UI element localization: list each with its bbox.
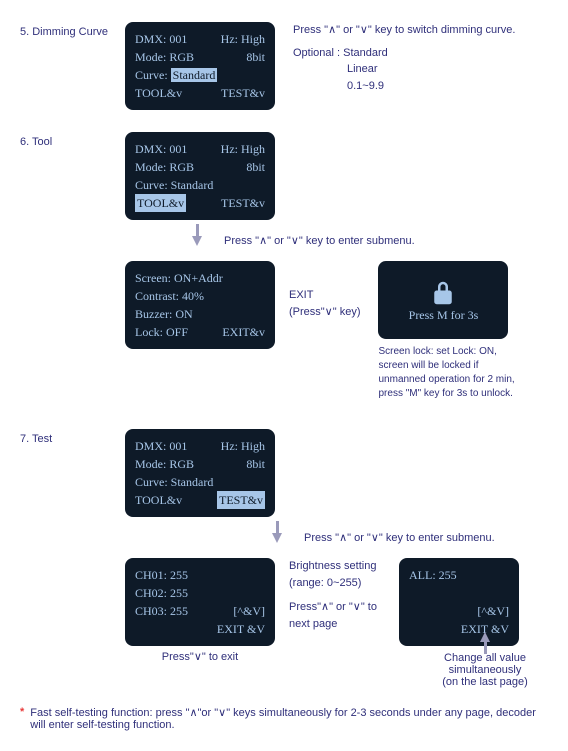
lcd-bit: 8bit <box>246 158 265 176</box>
lcd-test-all: ALL: 255 [^&V] EXIT &V <box>399 558 519 646</box>
enter-sub-text: Press "∧" or "∨" key to enter submenu. <box>224 234 415 247</box>
lock-text: Press M for 3s <box>409 308 479 323</box>
lcd-tool: TOOL&v <box>135 491 182 509</box>
tool-lock: Lock: OFF <box>135 323 188 341</box>
enter-sub-text-2: Press "∧" or "∨" key to enter submenu. <box>304 531 495 544</box>
lcd-tool: TOOL&v <box>135 84 182 102</box>
dim-line1: Press "∧" or "∨" key to switch dimming c… <box>293 22 515 39</box>
ch02: CH02: 255 <box>135 584 265 602</box>
dim-line3: Linear <box>293 61 515 78</box>
tool-buzzer: Buzzer: ON <box>135 305 265 323</box>
lcd-dimming: DMX: 001 Hz: High Mode: RGB 8bit Curve: St… <box>125 22 275 110</box>
up-arrow-icon <box>480 632 490 642</box>
tool-exit: EXIT&v <box>222 323 265 341</box>
step-6-tool: 6. Tool DMX: 001 Hz: High Mode: RGB 8bit C… <box>20 132 548 220</box>
ch03: CH03: 255 <box>135 602 188 620</box>
step-6-label: 6. Tool <box>20 132 125 148</box>
test-captions: Press"∨" to exit Change all value simult… <box>125 650 548 688</box>
lcd-tool-sub: Screen: ON+Addr Contrast: 40% Buzzer: ON… <box>125 261 275 349</box>
dim-line4: 0.1~9.9 <box>293 78 515 95</box>
lcd-bit: 8bit <box>246 48 265 66</box>
changeall: Change all value simultaneously (on the … <box>425 652 545 688</box>
lcd-curve-full: Curve: Standard <box>135 473 265 491</box>
lcd-curve-label: Curve: <box>135 68 168 82</box>
lock-note: Screen lock: set Lock: ON, screen will b… <box>378 345 518 401</box>
lcd-dmx: DMX: 001 <box>135 30 187 48</box>
exit-l1: EXIT <box>289 287 360 304</box>
lcd-test: TEST&v <box>221 84 265 102</box>
dimming-desc: Press "∧" or "∨" key to switch dimming c… <box>293 22 515 94</box>
footer-text: Fast self-testing function: press "∧"or … <box>30 706 548 731</box>
all255: ALL: 255 <box>409 566 509 584</box>
tool-screen: Screen: ON+Addr <box>135 269 265 287</box>
lcd-hz: Hz: High <box>221 140 265 158</box>
step-7-test: 7. Test DMX: 001 Hz: High Mode: RGB 8bit C… <box>20 429 548 517</box>
asterisk-icon: * <box>20 706 24 718</box>
lock-icon <box>428 278 458 308</box>
lcd-mode: Mode: RGB <box>135 48 194 66</box>
lcd-test-screen: DMX: 001 Hz: High Mode: RGB 8bit Curve: St… <box>125 429 275 517</box>
exit-caption: Press"∨" to exit <box>125 650 275 688</box>
lcd-dmx: DMX: 001 <box>135 437 187 455</box>
lcd-hz: Hz: High <box>221 437 265 455</box>
lcd-tool-highlight: TOOL&v <box>135 194 186 212</box>
step-5-label: 5. Dimming Curve <box>20 22 125 38</box>
lcd-hz: Hz: High <box>221 30 265 48</box>
ch01: CH01: 255 <box>135 566 265 584</box>
exitv2: EXIT &V <box>409 620 509 638</box>
exit-l2: (Press"∨" key) <box>289 304 360 321</box>
bright-desc: Brightness setting (range: 0~255) Press"… <box>289 558 389 632</box>
lcd-test: TEST&v <box>221 194 265 212</box>
tool-submenu-row: Screen: ON+Addr Contrast: 40% Buzzer: ON… <box>125 261 548 401</box>
step-5-dimming: 5. Dimming Curve DMX: 001 Hz: High Mode: … <box>20 22 548 110</box>
lcd-mode: Mode: RGB <box>135 455 194 473</box>
bright2: Press"∧" or "∨" to next page <box>289 599 389 632</box>
down-arrow-icon <box>272 533 282 543</box>
lcd-bit: 8bit <box>246 455 265 473</box>
lcd-curve-full: Curve: Standard <box>135 176 265 194</box>
lock-col: Press M for 3s Screen lock: set Lock: ON… <box>378 261 518 401</box>
footer-note: * Fast self-testing function: press "∧"o… <box>20 706 548 731</box>
exit-desc: EXIT (Press"∨" key) <box>289 261 360 320</box>
lcd-lock-panel: Press M for 3s <box>378 261 508 339</box>
changeall-col: Change all value simultaneously (on the … <box>425 650 545 688</box>
dim-line2: Optional : Standard <box>293 45 515 62</box>
arrow-to-tool-sub: Press "∧" or "∨" key to enter submenu. <box>192 234 548 247</box>
step-7-label: 7. Test <box>20 429 125 445</box>
lcd-dmx: DMX: 001 <box>135 140 187 158</box>
updown: [^&V] <box>233 602 265 620</box>
updown2: [^&V] <box>409 602 509 620</box>
lcd-mode: Mode: RGB <box>135 158 194 176</box>
lcd-test-sub: CH01: 255 CH02: 255 CH03: 255 [^&V] EXIT … <box>125 558 275 646</box>
lcd-test-highlight: TEST&v <box>217 491 265 509</box>
bright1: Brightness setting (range: 0~255) <box>289 558 389 591</box>
lcd-tool-screen: DMX: 001 Hz: High Mode: RGB 8bit Curve: St… <box>125 132 275 220</box>
exitv: EXIT &V <box>135 620 265 638</box>
lcd-curve-val-highlight: Standard <box>171 68 218 82</box>
arrow-to-test-sub: Press "∧" or "∨" key to enter submenu. <box>272 531 548 544</box>
down-arrow-icon <box>192 236 202 246</box>
tool-contrast: Contrast: 40% <box>135 287 265 305</box>
